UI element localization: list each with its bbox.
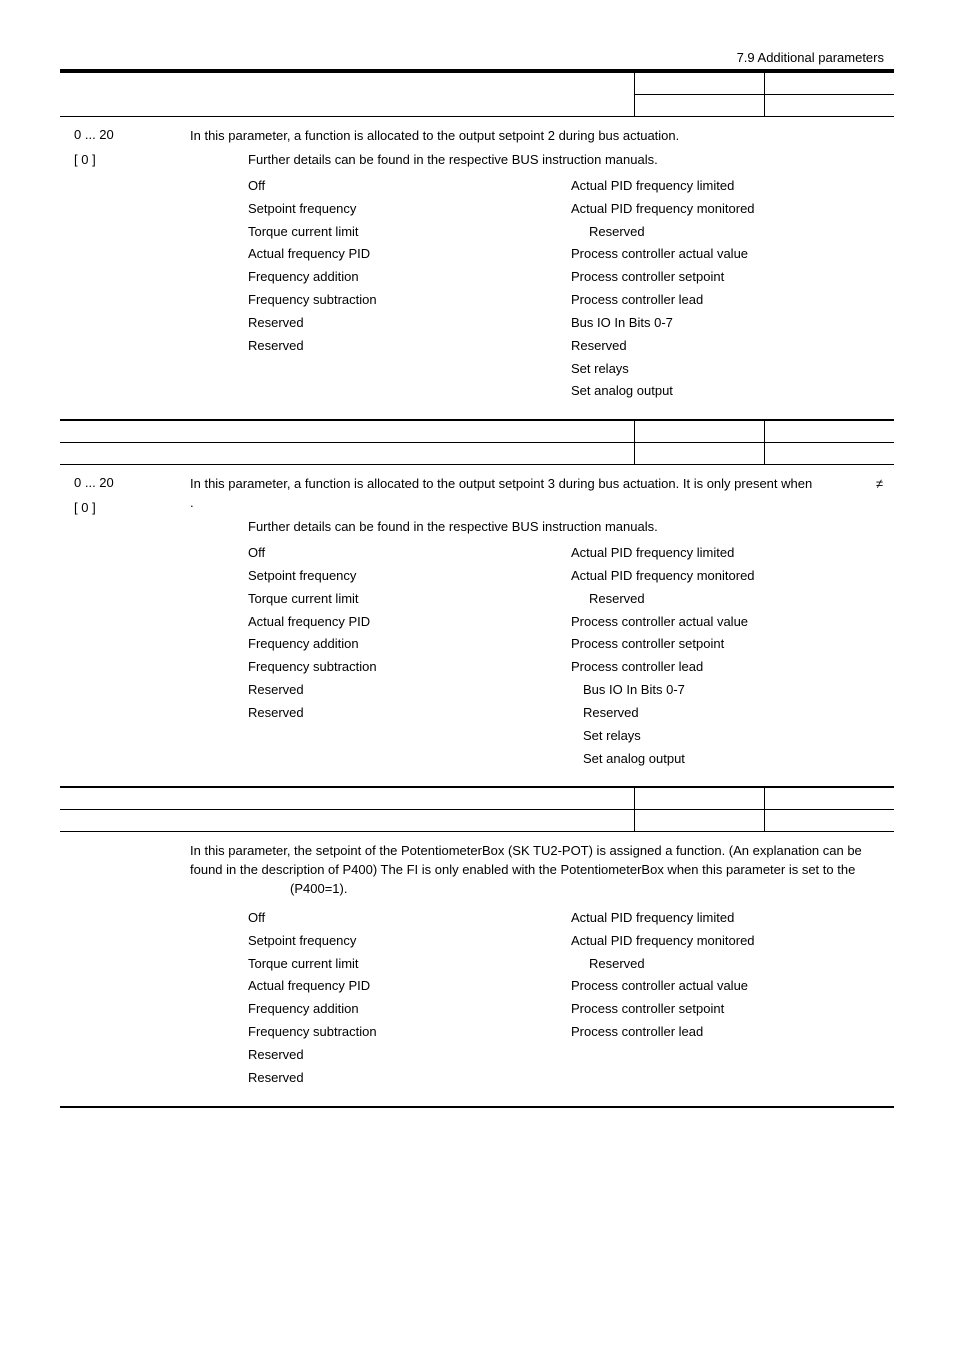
opt: Process controller actual value <box>571 613 884 632</box>
param-head-p546 <box>60 71 894 117</box>
opt: Reserved <box>571 704 884 723</box>
opt: Frequency addition <box>248 1000 561 1019</box>
opt: Set analog output <box>571 382 884 401</box>
opt: Reserved <box>248 1046 561 1065</box>
param-default: [ 0 ] <box>74 152 190 167</box>
opt: Set relays <box>571 360 884 379</box>
opt: Actual PID frequency monitored <box>571 567 884 586</box>
opt: Off <box>248 909 561 928</box>
param-subdesc: Further details can be found in the resp… <box>248 152 884 167</box>
opt: Reserved <box>571 223 884 242</box>
divider <box>60 1106 894 1108</box>
opt: Actual PID frequency monitored <box>571 200 884 219</box>
opt: Process controller lead <box>571 658 884 677</box>
opt: Reserved <box>248 314 561 333</box>
opt: Reserved <box>248 337 561 356</box>
opt: Process controller setpoint <box>571 268 884 287</box>
param-head-p549 <box>60 786 894 810</box>
param-subdesc: Further details can be found in the resp… <box>248 519 884 534</box>
opt: Process controller setpoint <box>571 1000 884 1019</box>
opt: Process controller actual value <box>571 245 884 264</box>
opt: Setpoint frequency <box>248 200 561 219</box>
param-options: Off Setpoint frequency Torque current li… <box>248 905 884 1092</box>
opt: Torque current limit <box>248 955 561 974</box>
param-default: [ 0 ] <box>74 500 190 515</box>
opt: Process controller setpoint <box>571 635 884 654</box>
opt: Process controller lead <box>571 1023 884 1042</box>
param-options: Off Setpoint frequency Torque current li… <box>248 540 884 772</box>
opt: Actual frequency PID <box>248 245 561 264</box>
opt: Process controller lead <box>571 291 884 310</box>
param-head-p549-row2 <box>60 810 894 832</box>
opt: Setpoint frequency <box>248 932 561 951</box>
opt: Frequency addition <box>248 635 561 654</box>
opt: Actual frequency PID <box>248 977 561 996</box>
opt: Frequency addition <box>248 268 561 287</box>
opt: Frequency subtraction <box>248 1023 561 1042</box>
opt: Reserved <box>571 590 884 609</box>
opt: Reserved <box>248 1069 561 1088</box>
opt: Actual PID frequency limited <box>571 544 884 563</box>
param-desc: In this parameter, the setpoint of the P… <box>190 842 884 899</box>
opt: Reserved <box>571 337 884 356</box>
param-desc: In this parameter, a function is allocat… <box>190 475 884 513</box>
param-body-p547: 0 ... 20 [ 0 ] In this parameter, a func… <box>60 465 894 786</box>
opt: Bus IO In Bits 0-7 <box>571 681 884 700</box>
opt: Frequency subtraction <box>248 291 561 310</box>
opt: Bus IO In Bits 0-7 <box>571 314 884 333</box>
opt: Off <box>248 544 561 563</box>
opt: Reserved <box>571 955 884 974</box>
param-desc: In this parameter, a function is allocat… <box>190 127 884 146</box>
opt: Actual PID frequency monitored <box>571 932 884 951</box>
param-body-p546: 0 ... 20 [ 0 ] In this parameter, a func… <box>60 117 894 419</box>
opt: Setpoint frequency <box>248 567 561 586</box>
opt: Actual PID frequency limited <box>571 177 884 196</box>
opt: Frequency subtraction <box>248 658 561 677</box>
param-options: Off Setpoint frequency Torque current li… <box>248 173 884 405</box>
opt: Reserved <box>248 681 561 700</box>
page-section-header: 7.9 Additional parameters <box>60 50 894 65</box>
opt: Set relays <box>571 727 884 746</box>
opt: Actual frequency PID <box>248 613 561 632</box>
param-head-p547-row2 <box>60 443 894 465</box>
opt: Process controller actual value <box>571 977 884 996</box>
opt: Torque current limit <box>248 590 561 609</box>
param-range: 0 ... 20 <box>74 475 190 490</box>
param-body-p549: In this parameter, the setpoint of the P… <box>60 832 894 1105</box>
param-range: 0 ... 20 <box>74 127 190 142</box>
opt: Off <box>248 177 561 196</box>
opt: Torque current limit <box>248 223 561 242</box>
param-head-p547 <box>60 419 894 443</box>
opt: Actual PID frequency limited <box>571 909 884 928</box>
opt: Reserved <box>248 704 561 723</box>
opt: Set analog output <box>571 750 884 769</box>
